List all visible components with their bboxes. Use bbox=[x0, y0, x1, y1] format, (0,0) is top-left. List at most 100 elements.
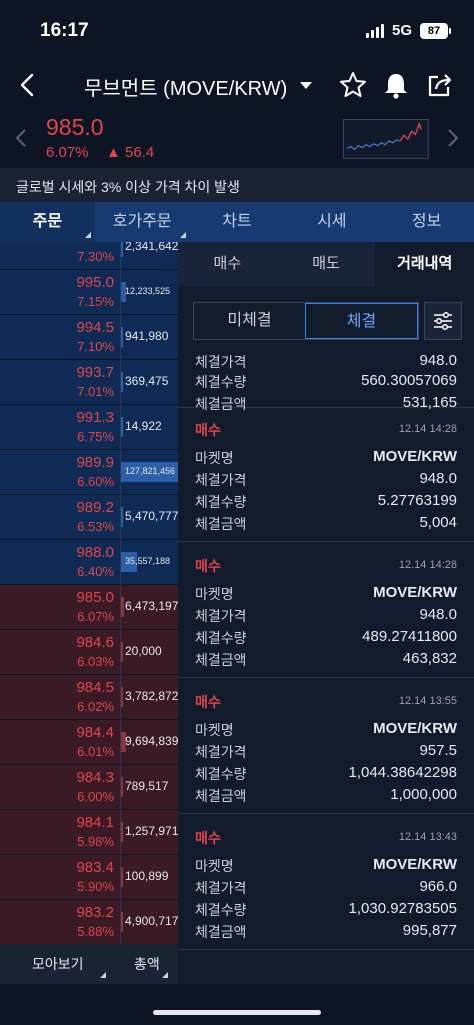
trade-price: 948.0 bbox=[419, 352, 457, 369]
chevron-left-icon[interactable] bbox=[14, 128, 28, 148]
bid-row[interactable]: 984.3 6.00% 789,517 bbox=[0, 765, 178, 810]
bid-row[interactable]: 984.5 6.02% 3,782,872 bbox=[0, 675, 178, 720]
tab-trade-history[interactable]: 거래내역 bbox=[375, 242, 474, 286]
orderbook-quantity: 5,470,777 bbox=[125, 509, 178, 523]
orderbook-quantity: 127,821,456 bbox=[125, 466, 176, 476]
orderbook-quantity-cell: 1,257,971 bbox=[120, 810, 178, 855]
mini-price-chart[interactable] bbox=[343, 119, 429, 159]
orderbook-quantity: 14,922 bbox=[125, 419, 162, 433]
trade-qty: 1,030.92783505 bbox=[348, 900, 457, 917]
total-amount-button[interactable]: 총액 bbox=[134, 944, 160, 984]
orderbook-quantity: 4,900,717 bbox=[125, 914, 178, 928]
orderbook-quantity-cell: 35,557,188 bbox=[120, 540, 178, 585]
ask-row[interactable]: 989.9 6.60% 127,821,456 bbox=[0, 450, 178, 495]
orderbook-price: 991.3 bbox=[76, 409, 114, 426]
main-tabs: 주문 호가주문 차트 시세 정보 bbox=[0, 202, 474, 242]
ask-row[interactable]: 988.0 6.40% 35,557,188 bbox=[0, 540, 178, 585]
home-indicator bbox=[153, 1010, 321, 1015]
trade-item[interactable]: 매수 12.14 14:28 마켓명 MOVE/KRW 체결가격 948.0 체결수량 489… bbox=[178, 544, 474, 678]
ask-row[interactable]: 991.3 6.75% 14,922 bbox=[0, 405, 178, 450]
trade-item[interactable]: 매수 12.14 14:28 마켓명 MOVE/KRW 체결가격 948.0 체결수량 5.2… bbox=[178, 408, 474, 542]
trade-price-label: 체결가격 bbox=[195, 608, 247, 624]
orderbook-quantity: 3,782,872 bbox=[125, 689, 178, 703]
orderbook-quantity: 941,980 bbox=[125, 329, 169, 343]
orderbook-price: 994.5 bbox=[76, 319, 114, 336]
trade-qty: 560.30057069 bbox=[361, 372, 457, 389]
orderbook-quantity-cell: 2,341,642 bbox=[120, 242, 178, 270]
trade-qty: 1,044.38642298 bbox=[348, 764, 457, 781]
orderbook-quantity: 369,475 bbox=[125, 374, 169, 388]
unfilled-button[interactable]: 미체결 bbox=[227, 312, 272, 329]
trade-qty: 489.27411800 bbox=[362, 628, 457, 645]
status-indicators: 5G 87 bbox=[365, 22, 451, 39]
orderbook-quantity: 35,557,188 bbox=[125, 556, 171, 566]
orderbook-quantity-cell: 12,233,525 bbox=[120, 270, 178, 315]
trade-market: MOVE/KRW bbox=[373, 448, 457, 465]
bell-icon[interactable] bbox=[381, 70, 411, 100]
page-title[interactable]: 무브먼트 (MOVE/KRW) bbox=[84, 78, 288, 100]
orderbook-price: 989.9 bbox=[76, 454, 114, 471]
collect-view-label: 모아보기 bbox=[32, 956, 84, 972]
bid-row[interactable]: 983.2 5.88% 4,900,717 bbox=[0, 900, 178, 944]
corner-indicator-icon bbox=[84, 232, 91, 238]
orderbook-change-percent: 6.53% bbox=[77, 519, 114, 534]
tab-info[interactable]: 정보 bbox=[411, 213, 442, 230]
orderbook-change-percent: 7.01% bbox=[77, 384, 114, 399]
orderbook-price: 996.0 bbox=[76, 242, 114, 246]
trade-price: 957.5 bbox=[419, 742, 457, 759]
tab-orderbook-order[interactable]: 호가주문 bbox=[95, 202, 190, 242]
trade-price-label: 체결가격 bbox=[195, 472, 247, 488]
trade-amount-label: 체결금액 bbox=[195, 396, 247, 412]
tab-quotes[interactable]: 시세 bbox=[317, 213, 347, 230]
trade-price: 966.0 bbox=[419, 878, 457, 895]
ask-row[interactable]: 994.5 7.10% 941,980 bbox=[0, 315, 178, 360]
quantity-bar bbox=[121, 912, 123, 932]
total-amount-label: 총액 bbox=[134, 956, 160, 972]
trade-qty-label: 체결수량 bbox=[195, 766, 247, 782]
trade-time: 12.14 14:28 bbox=[398, 423, 457, 435]
trade-item[interactable]: 매수 12.14 13:43 마켓명 MOVE/KRW 체결가격 966.0 체결수량 1,0… bbox=[178, 816, 474, 950]
quantity-bar bbox=[121, 372, 123, 392]
back-icon[interactable] bbox=[14, 70, 44, 100]
notice-text: 글로벌 시세와 3% 이상 가격 차이 발생 bbox=[16, 179, 240, 195]
trade-price-label: 체결가격 bbox=[195, 354, 247, 370]
tab-buy[interactable]: 매수 bbox=[213, 255, 242, 272]
trade-item[interactable]: 매수 12.14 13:55 마켓명 MOVE/KRW 체결가격 957.5 체결수량 1,0… bbox=[178, 680, 474, 814]
orderbook-quantity: 789,517 bbox=[125, 779, 169, 793]
trade-amount: 463,832 bbox=[402, 650, 457, 667]
bid-row[interactable]: 985.0 6.07% 6,473,197 bbox=[0, 585, 178, 630]
fill-status-segment: 미체결 체결 bbox=[193, 302, 419, 340]
orderbook-quantity-cell: 6,473,197 bbox=[120, 585, 178, 630]
trade-item[interactable]: 체결가격 948.0 체결수량 560.30057069 체결금액 531,16… bbox=[178, 350, 474, 412]
tab-chart[interactable]: 차트 bbox=[222, 213, 252, 230]
share-icon[interactable] bbox=[425, 70, 455, 100]
chevron-right-icon[interactable] bbox=[446, 128, 460, 148]
bid-row[interactable]: 983.4 5.90% 100,899 bbox=[0, 855, 178, 900]
current-price: 985.0 bbox=[46, 114, 104, 140]
filter-button[interactable] bbox=[424, 302, 462, 340]
trade-qty-label: 체결수량 bbox=[195, 630, 247, 646]
tab-sell[interactable]: 매도 bbox=[312, 255, 340, 272]
orderbook-quantity-cell: 941,980 bbox=[120, 315, 178, 360]
caret-down-icon[interactable] bbox=[299, 78, 313, 92]
ask-row[interactable]: 996.0 7.30% 2,341,642 bbox=[0, 242, 178, 270]
orderbook-quantity: 6,473,197 bbox=[125, 599, 178, 613]
tab-order[interactable]: 주문 bbox=[0, 202, 95, 242]
header: 무브먼트 (MOVE/KRW) bbox=[0, 60, 474, 110]
orderbook-quantity: 100,899 bbox=[125, 869, 169, 883]
star-icon[interactable] bbox=[338, 70, 368, 100]
ask-row[interactable]: 993.7 7.01% 369,475 bbox=[0, 360, 178, 405]
quantity-bar bbox=[121, 327, 123, 347]
quantity-bar bbox=[121, 462, 178, 482]
trade-amount-label: 체결금액 bbox=[195, 924, 247, 940]
bid-row[interactable]: 984.6 6.03% 20,000 bbox=[0, 630, 178, 675]
trade-price: 948.0 bbox=[419, 606, 457, 623]
bid-row[interactable]: 984.1 5.98% 1,257,971 bbox=[0, 810, 178, 855]
ask-row[interactable]: 995.0 7.15% 12,233,525 bbox=[0, 270, 178, 315]
collect-view-button[interactable]: 모아보기 bbox=[32, 944, 84, 984]
filled-button[interactable]: 체결 bbox=[305, 303, 418, 339]
orderbook-change-percent: 6.00% bbox=[77, 789, 114, 804]
bid-row[interactable]: 984.4 6.01% 9,694,839 bbox=[0, 720, 178, 765]
ask-row[interactable]: 989.2 6.53% 5,470,777 bbox=[0, 495, 178, 540]
trade-side: 매수 bbox=[195, 422, 221, 438]
